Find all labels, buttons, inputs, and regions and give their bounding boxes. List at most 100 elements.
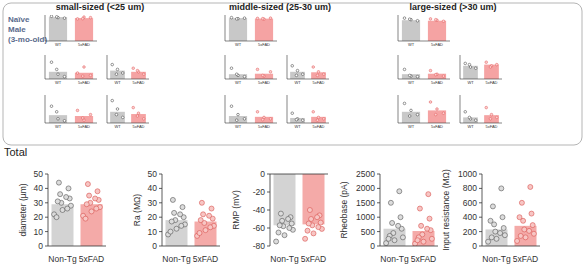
bar bbox=[290, 72, 305, 79]
y-axis bbox=[45, 55, 46, 79]
point bbox=[63, 17, 66, 20]
bar bbox=[255, 74, 273, 79]
group-title: small-sized (<25 um) bbox=[56, 2, 144, 12]
point bbox=[312, 111, 315, 114]
tick bbox=[159, 246, 162, 247]
category-label: WT bbox=[294, 124, 301, 129]
bar bbox=[484, 65, 499, 79]
category-label: 5xFAD bbox=[301, 254, 327, 264]
point bbox=[464, 62, 467, 65]
point bbox=[142, 118, 145, 121]
category-label: 5xFAD bbox=[411, 254, 437, 264]
y-axis bbox=[45, 95, 46, 123]
mini-plot bbox=[463, 61, 499, 79]
tick bbox=[159, 231, 162, 232]
point bbox=[261, 118, 264, 121]
point bbox=[421, 239, 426, 244]
point bbox=[522, 227, 527, 232]
x-axis bbox=[398, 41, 450, 42]
point bbox=[54, 215, 59, 220]
point bbox=[434, 73, 437, 76]
point bbox=[468, 63, 471, 66]
bar bbox=[486, 229, 508, 246]
point bbox=[235, 73, 238, 76]
point bbox=[116, 68, 119, 71]
tick-label: 600 bbox=[463, 198, 477, 208]
point bbox=[63, 75, 66, 78]
point bbox=[286, 217, 291, 222]
point bbox=[197, 231, 202, 236]
point bbox=[50, 15, 53, 18]
tick-label: 0 bbox=[260, 169, 265, 179]
tick bbox=[159, 217, 162, 218]
x-axis bbox=[482, 246, 540, 247]
bar bbox=[402, 112, 420, 123]
bar bbox=[413, 231, 435, 246]
point bbox=[55, 16, 58, 19]
category-label: WT bbox=[235, 124, 242, 129]
point bbox=[89, 74, 92, 77]
tick-label: 2500 bbox=[356, 169, 375, 179]
point bbox=[76, 72, 79, 75]
x-axis bbox=[107, 123, 149, 124]
x-axis bbox=[398, 123, 450, 124]
point bbox=[315, 215, 320, 220]
point bbox=[429, 101, 432, 104]
point bbox=[89, 113, 92, 116]
category-label: Non-Tg bbox=[270, 254, 299, 264]
tick-label: 10 bbox=[34, 227, 44, 237]
point bbox=[230, 67, 233, 70]
y-axis bbox=[225, 95, 226, 123]
point bbox=[57, 118, 60, 121]
tick bbox=[45, 188, 48, 189]
point bbox=[180, 205, 185, 210]
tick-label: 1000 bbox=[458, 169, 477, 179]
y-axis bbox=[460, 55, 461, 79]
tick-label: 20 bbox=[148, 212, 158, 222]
point bbox=[442, 75, 445, 78]
tick bbox=[45, 174, 48, 175]
category-label: 5xFAD bbox=[78, 42, 90, 47]
tick bbox=[479, 217, 482, 218]
point bbox=[81, 117, 84, 120]
panel-label: Naïve bbox=[8, 15, 30, 24]
point bbox=[209, 206, 214, 211]
point bbox=[493, 229, 498, 234]
point bbox=[489, 118, 492, 121]
category-label: Non-Tg bbox=[48, 254, 77, 264]
category-label: 5xFAD bbox=[258, 80, 270, 85]
point bbox=[318, 220, 323, 225]
point bbox=[317, 71, 320, 74]
x-axis bbox=[162, 246, 220, 247]
point bbox=[63, 119, 66, 122]
tick bbox=[159, 202, 162, 203]
tick-label: 800 bbox=[463, 183, 477, 193]
point bbox=[468, 116, 471, 119]
tick-label: 10 bbox=[148, 227, 158, 237]
category-label: Non-Tg bbox=[162, 254, 191, 264]
point bbox=[94, 206, 99, 211]
point bbox=[57, 73, 60, 76]
category-label: WT bbox=[235, 42, 242, 47]
point bbox=[81, 75, 84, 78]
category-label: WT bbox=[114, 80, 121, 85]
point bbox=[486, 239, 491, 244]
mini-plot bbox=[49, 105, 93, 123]
bar bbox=[131, 114, 146, 123]
point bbox=[502, 233, 507, 238]
bar bbox=[428, 110, 446, 123]
point bbox=[488, 218, 493, 223]
mini-plot bbox=[463, 106, 499, 123]
bar bbox=[229, 18, 247, 41]
y-axis bbox=[270, 174, 271, 246]
point bbox=[322, 73, 325, 76]
category-label: 5xFAD bbox=[485, 124, 497, 129]
tick-label: 1000 bbox=[356, 212, 375, 222]
tick-label: 30 bbox=[148, 198, 158, 208]
mini-plot bbox=[402, 68, 446, 79]
point bbox=[116, 108, 119, 111]
point bbox=[172, 210, 177, 215]
tick-label: -20 bbox=[253, 187, 266, 197]
point bbox=[55, 199, 60, 204]
point bbox=[256, 68, 259, 71]
